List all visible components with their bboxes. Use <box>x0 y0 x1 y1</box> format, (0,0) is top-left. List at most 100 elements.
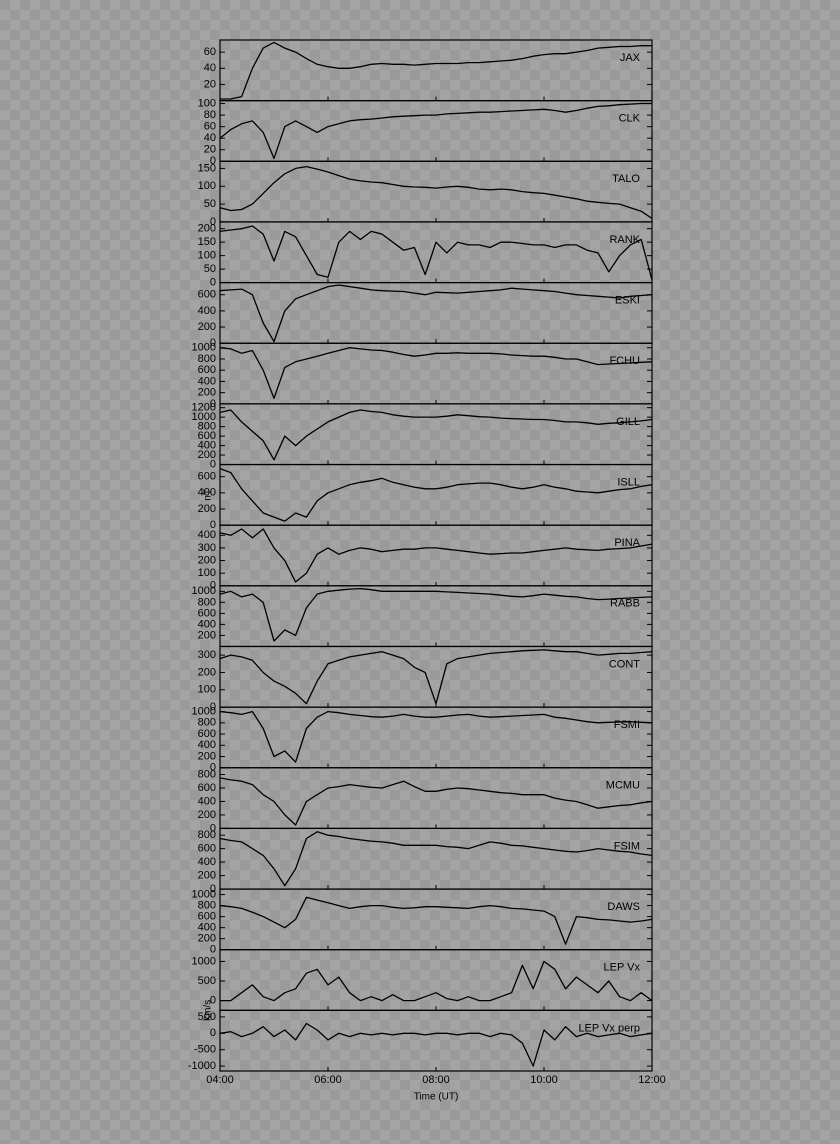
y-tick-label: 600 <box>198 289 216 301</box>
y-tick-label: 20 <box>204 144 216 156</box>
y-tick-label: 400 <box>198 439 216 451</box>
series-line <box>219 777 653 826</box>
y-tick-label: 200 <box>198 869 216 881</box>
panel-frame <box>219 463 653 526</box>
y-tick-label: 200 <box>198 223 216 235</box>
y-tick-label: 800 <box>198 717 216 729</box>
y-tick-label: 400 <box>198 529 216 541</box>
series-line <box>219 710 653 763</box>
x-axis-label: Time (UT) <box>414 1092 459 1103</box>
y-tick-label: 400 <box>198 856 216 868</box>
y-tick-label: 0 <box>210 276 216 288</box>
x-tick-label: 08:00 <box>422 1074 450 1086</box>
panel-label: RABB <box>610 598 640 610</box>
y-tick-label: 200 <box>198 666 216 678</box>
panel-frame <box>219 1009 653 1072</box>
y-tick-label: 100 <box>198 180 216 192</box>
series-line <box>219 649 653 705</box>
y-tick-label: 400 <box>198 487 216 499</box>
series-line <box>219 896 653 945</box>
panel-label: LEP Vx <box>604 962 641 974</box>
series-line <box>219 347 653 399</box>
y-tick-label: 0 <box>210 1027 216 1039</box>
y-tick-label: 0 <box>210 883 216 895</box>
y-tick-label: 1000 <box>192 955 216 967</box>
y-tick-label: -1000 <box>188 1060 216 1072</box>
y-tick-label: 200 <box>198 933 216 945</box>
y-tick-label: -500 <box>194 1044 216 1056</box>
y-tick-label: 300 <box>198 542 216 554</box>
series-line <box>219 409 653 461</box>
y-tick-label: 800 <box>198 900 216 912</box>
y-tick-label: 800 <box>198 596 216 608</box>
y-tick-label: 0 <box>210 398 216 410</box>
y-tick-label: 400 <box>198 739 216 751</box>
y-tick-label: 200 <box>198 809 216 821</box>
panel-frame <box>219 524 653 587</box>
panel-frame <box>219 585 653 648</box>
y-tick-label: 200 <box>198 629 216 641</box>
y-tick-label: 600 <box>198 607 216 619</box>
panel-frame <box>219 342 653 405</box>
panel-frame <box>219 888 653 951</box>
y-tick-label: 20 <box>204 78 216 90</box>
y-tick-label: 400 <box>198 618 216 630</box>
y-tick-label: 800 <box>198 829 216 841</box>
x-tick-label: 12:00 <box>638 1074 666 1086</box>
y-tick-label: 600 <box>198 843 216 855</box>
y-tick-label: 150 <box>198 162 216 174</box>
y-tick-label: 200 <box>198 750 216 762</box>
panel-label: ISLL <box>617 476 640 488</box>
panel-frame <box>219 949 653 1011</box>
y-tick-label: 200 <box>198 503 216 515</box>
panel-frame <box>219 645 653 708</box>
y-tick-label: 600 <box>198 430 216 442</box>
panel-label: FCHU <box>609 355 640 367</box>
panel-frame <box>219 827 653 890</box>
y-tick-label: 0 <box>210 458 216 470</box>
y-tick-label: 50 <box>204 198 216 210</box>
y-tick-label: 1200 <box>192 402 216 414</box>
y-tick-label: 0 <box>210 519 216 531</box>
y-tick-label: 200 <box>198 449 216 461</box>
panel-label: LEP Vx perp <box>578 1022 640 1034</box>
y-tick-label: 1000 <box>192 585 216 597</box>
y-tick-label: 400 <box>198 922 216 934</box>
y-tick-label: 500 <box>198 1011 216 1023</box>
panel-label: PINA <box>614 537 640 549</box>
y-tick-label: 100 <box>198 567 216 579</box>
panel-label: FSIM <box>614 840 640 852</box>
panel-label: TALO <box>612 173 640 185</box>
y-tick-label: 80 <box>204 109 216 121</box>
y-tick-label: 800 <box>198 421 216 433</box>
y-tick-label: 0 <box>210 944 216 956</box>
series-line <box>219 225 653 281</box>
x-tick-label: 06:00 <box>314 1074 342 1086</box>
series-line <box>219 467 653 522</box>
y-tick-label: 0 <box>210 580 216 592</box>
y-tick-label: 0 <box>210 822 216 834</box>
panel-label: RANK <box>609 234 640 246</box>
y-tick-label: 100 <box>198 97 216 109</box>
x-tick-label: 04:00 <box>206 1074 234 1086</box>
series-line <box>219 165 653 219</box>
y-tick-label: 400 <box>198 795 216 807</box>
series-line <box>219 284 653 343</box>
y-tick-label: 60 <box>204 46 216 58</box>
y-tick-label: 600 <box>198 471 216 483</box>
y-tick-label: 40 <box>204 132 216 144</box>
y-tick-label: 100 <box>198 684 216 696</box>
series-line <box>219 1022 653 1067</box>
panel-label: JAX <box>620 52 641 64</box>
y-tick-label: 0 <box>210 762 216 774</box>
panel-frame <box>219 706 653 769</box>
y-tick-label: 300 <box>198 649 216 661</box>
y-tick-label: 600 <box>198 782 216 794</box>
panel-label: FSMI <box>614 719 640 731</box>
y-tick-label: 150 <box>198 236 216 248</box>
panel-label: MCMU <box>606 780 640 792</box>
y-tick-label: 800 <box>198 353 216 365</box>
panel-label: CONT <box>609 658 640 670</box>
